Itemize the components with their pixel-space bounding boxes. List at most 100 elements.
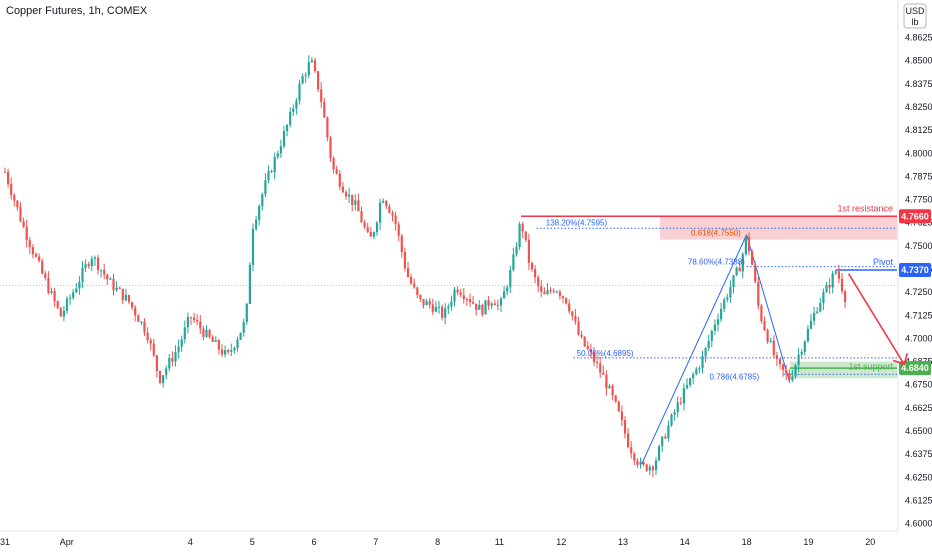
candle-body bbox=[255, 219, 258, 229]
candle-body bbox=[760, 305, 763, 321]
candle-body bbox=[757, 281, 760, 306]
support-price: 4.6840 bbox=[901, 363, 929, 373]
candle-body bbox=[171, 358, 174, 362]
candle-body bbox=[580, 334, 583, 337]
candle-body bbox=[791, 376, 794, 381]
fib-0786-label: 0.786(4.6785) bbox=[710, 372, 760, 381]
candle-body bbox=[633, 453, 636, 461]
candle-body bbox=[459, 292, 462, 296]
candle-body bbox=[137, 315, 140, 322]
price-tick-label: 4.6625 bbox=[905, 403, 932, 413]
candle-body bbox=[304, 75, 307, 77]
candle-body bbox=[208, 330, 211, 338]
candle-body bbox=[220, 349, 224, 355]
candle-body bbox=[416, 287, 419, 295]
candle-body bbox=[3, 171, 7, 173]
candle-body bbox=[645, 464, 648, 471]
candle-body bbox=[248, 264, 251, 304]
candle-body bbox=[214, 340, 217, 342]
candle-body bbox=[109, 278, 112, 280]
candle-body bbox=[202, 328, 205, 337]
candle-body bbox=[270, 171, 273, 173]
time-tick-label: 13 bbox=[618, 537, 628, 547]
candle-body bbox=[682, 388, 685, 404]
candle-body bbox=[813, 312, 816, 321]
candle-body bbox=[400, 235, 403, 253]
candle-body bbox=[180, 339, 183, 347]
support-label: 1st support bbox=[848, 362, 893, 372]
candle-body bbox=[583, 336, 586, 347]
candle-body bbox=[481, 304, 484, 315]
candle-body bbox=[69, 297, 72, 299]
candle-body bbox=[490, 303, 493, 306]
time-tick-label: 11 bbox=[495, 537, 504, 547]
candle-body bbox=[78, 281, 81, 289]
candle-body bbox=[96, 257, 100, 271]
candle-body bbox=[338, 173, 341, 187]
candle-body bbox=[809, 320, 813, 329]
candle-body bbox=[472, 302, 475, 304]
candle-body bbox=[549, 290, 552, 292]
candle-body bbox=[828, 285, 831, 288]
candle-body bbox=[62, 310, 65, 317]
candle-body bbox=[493, 303, 496, 306]
candle-body bbox=[388, 206, 391, 213]
candle-body bbox=[602, 372, 605, 375]
price-tick-label: 4.7875 bbox=[905, 171, 932, 181]
time-tick-label: 12 bbox=[556, 537, 566, 547]
candle-body bbox=[53, 291, 56, 302]
candle-body bbox=[375, 222, 379, 233]
candle-body bbox=[242, 321, 245, 333]
candle-body bbox=[87, 264, 90, 267]
candle-body bbox=[155, 355, 158, 372]
candle-body bbox=[664, 436, 667, 439]
price-tick-label: 4.7000 bbox=[905, 333, 932, 343]
candle-body bbox=[146, 332, 149, 341]
candle-body bbox=[59, 307, 62, 317]
candle-body bbox=[825, 285, 828, 293]
candle-body bbox=[552, 290, 555, 292]
candle-body bbox=[177, 346, 180, 353]
candle-body bbox=[357, 200, 360, 212]
candle-body bbox=[450, 301, 453, 307]
candle-body bbox=[282, 130, 286, 147]
candle-body bbox=[292, 108, 295, 112]
candle-body bbox=[698, 368, 701, 370]
candle-body bbox=[806, 328, 809, 342]
candle-body bbox=[819, 303, 822, 312]
candle-body bbox=[769, 340, 772, 342]
candle-body bbox=[441, 306, 444, 318]
price-tick-label: 4.6000 bbox=[905, 519, 932, 529]
time-axis[interactable]: 31 Apr 4 5 6 7 8 11 12 13 14 18 19 20 bbox=[0, 537, 875, 547]
candle-body bbox=[406, 268, 410, 278]
candle-body bbox=[512, 254, 515, 271]
candle-body bbox=[134, 307, 137, 316]
time-tick-label: 8 bbox=[435, 537, 440, 547]
time-tick-label: 18 bbox=[742, 537, 752, 547]
candle-body bbox=[227, 350, 230, 352]
candle-body bbox=[28, 240, 31, 248]
fib-50-label: 50.00%(4.6895) bbox=[577, 349, 634, 358]
candle-body bbox=[713, 324, 716, 331]
candles[interactable] bbox=[3, 55, 847, 478]
candle-body bbox=[468, 299, 472, 303]
candle-body bbox=[56, 301, 59, 308]
candle-body bbox=[484, 300, 487, 315]
candle-body bbox=[586, 346, 589, 350]
price-tick-label: 4.6250 bbox=[905, 472, 932, 482]
candle-body bbox=[251, 228, 255, 265]
candle-body bbox=[279, 146, 282, 154]
candle-body bbox=[143, 321, 146, 333]
price-tick-label: 4.8125 bbox=[905, 125, 932, 135]
candle-body bbox=[453, 289, 456, 302]
price-tick-label: 4.8500 bbox=[905, 56, 932, 66]
candle-body bbox=[168, 358, 171, 369]
support-price-badge: 4.6840 bbox=[899, 361, 931, 376]
candle-body bbox=[434, 306, 437, 312]
axis-unit-box[interactable]: USD lb bbox=[903, 3, 927, 29]
candle-body bbox=[589, 349, 592, 352]
candle-body bbox=[258, 206, 261, 220]
candle-body bbox=[741, 254, 744, 272]
candle-body bbox=[385, 200, 388, 207]
